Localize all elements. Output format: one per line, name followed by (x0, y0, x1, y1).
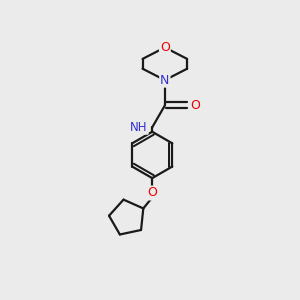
Text: NH: NH (130, 121, 148, 134)
Text: O: O (160, 41, 170, 54)
Text: O: O (190, 99, 200, 112)
Text: N: N (160, 74, 170, 87)
Text: O: O (147, 187, 157, 200)
